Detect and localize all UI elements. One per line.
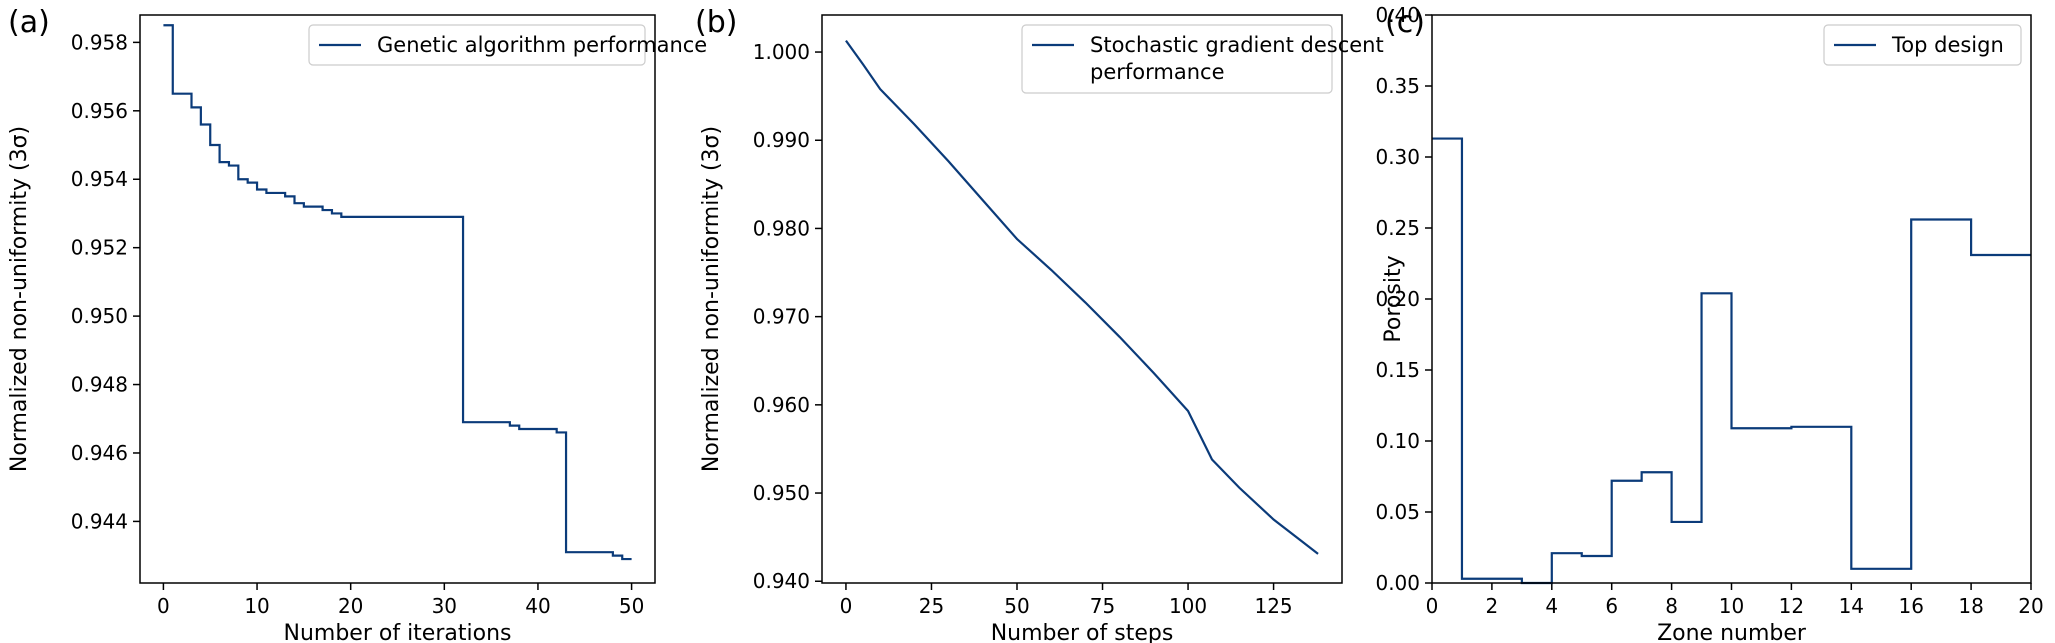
legend-box	[308, 24, 646, 66]
x-tick-label: 12	[1779, 594, 1804, 618]
legend: Top design	[1823, 24, 2022, 66]
x-tick-label: 4	[1545, 594, 1558, 618]
x-tick-label: 100	[1169, 594, 1207, 618]
x-tick-label: 0	[1426, 594, 1439, 618]
y-tick-label: 0.952	[71, 236, 128, 260]
y-tick-label: 0.30	[1375, 145, 1420, 169]
x-tick-label: 30	[432, 594, 457, 618]
y-tick-label: 0.35	[1375, 74, 1420, 98]
y-tick-label: 0.950	[753, 481, 810, 505]
y-tick-label: 0.990	[753, 128, 810, 152]
x-tick-label: 6	[1605, 594, 1618, 618]
y-axis-label: Porosity	[1381, 255, 1406, 342]
x-tick-label: 40	[525, 594, 550, 618]
series-line	[845, 39, 1319, 555]
chart-panel-b: (b) 0 25 50 75 100 125 0.940 0.950 0.960 0.970 0.98…	[695, 5, 1384, 643]
chart-panel-a: (a) 0 10 20 30 40 50 0.944 0.946 0.948 0.950 0.952 0…	[7, 5, 707, 643]
y-tick-label: 0.970	[753, 305, 810, 329]
legend-label: Top design	[1891, 33, 2004, 57]
legend-box	[1021, 24, 1333, 94]
y-tick-label: 0.960	[753, 393, 810, 417]
legend-box	[1823, 24, 2022, 66]
x-tick-label: 20	[338, 594, 363, 618]
y-axis-label: Normalized non-uniformity (3σ)	[699, 126, 724, 472]
x-tick-label: 14	[1839, 594, 1864, 618]
y-tick-label: 0.20	[1375, 287, 1420, 311]
legend-label: Genetic algorithm performance	[377, 33, 707, 57]
x-axis-label: Number of steps	[991, 621, 1174, 643]
y-tick-label: 0.948	[71, 373, 128, 397]
y-tick-label: 0.00	[1375, 571, 1420, 595]
x-tick-label: 18	[1958, 594, 1983, 618]
x-tick-label: 50	[1004, 594, 1029, 618]
x-tick-label: 20	[2018, 594, 2043, 618]
y-tick-label: 0.10	[1375, 429, 1420, 453]
x-tick-label: 75	[1090, 594, 1115, 618]
y-tick-label: 0.980	[753, 216, 810, 240]
x-axis-label: Zone number	[1657, 621, 1807, 643]
chart-panel-c: (c) 0 2 4 6 8 10 12 14 16 18 20 0.00 0.05 0.10 0.15 0.20…	[1375, 3, 2043, 643]
y-tick-label: 0.940	[753, 569, 810, 593]
series-line	[163, 24, 632, 561]
y-tick-label: 0.956	[71, 99, 128, 123]
panel-label: (b)	[695, 5, 737, 40]
x-tick-label: 16	[1898, 594, 1923, 618]
axes-frame	[139, 14, 656, 584]
x-tick-label: 25	[919, 594, 944, 618]
y-tick-label: 0.954	[71, 167, 128, 191]
y-tick-label: 0.946	[71, 441, 128, 465]
panel-label: (a)	[8, 5, 50, 40]
y-tick-label: 0.950	[71, 304, 128, 328]
y-tick-label: 0.25	[1375, 216, 1420, 240]
legend: Genetic algorithm performance	[308, 24, 707, 66]
x-axis-label: Number of iterations	[284, 621, 512, 643]
y-tick-label: 0.944	[71, 509, 128, 533]
panel-label: (c)	[1385, 5, 1425, 40]
y-tick-label: 0.15	[1375, 358, 1420, 382]
x-tick-label: 8	[1665, 594, 1678, 618]
series-line	[1432, 137, 2031, 585]
axes-frame	[821, 14, 1343, 584]
legend-label: Stochastic gradient descent	[1090, 33, 1384, 57]
y-tick-label: 0.958	[71, 30, 128, 54]
x-tick-label: 50	[619, 594, 644, 618]
y-axis-label: Normalized non-uniformity (3σ)	[7, 126, 32, 472]
axes-frame	[1431, 14, 2032, 584]
legend-label: performance	[1090, 60, 1225, 84]
legend: Stochastic gradient descent performance	[1021, 24, 1384, 94]
y-tick-label: 0.40	[1375, 3, 1420, 27]
y-tick-label: 0.05	[1375, 500, 1420, 524]
x-tick-label: 10	[244, 594, 269, 618]
x-tick-label: 0	[840, 594, 853, 618]
x-tick-label: 2	[1486, 594, 1499, 618]
x-tick-label: 0	[157, 594, 170, 618]
x-tick-label: 10	[1719, 594, 1744, 618]
y-tick-label: 1.000	[753, 40, 810, 64]
x-tick-label: 125	[1254, 594, 1292, 618]
